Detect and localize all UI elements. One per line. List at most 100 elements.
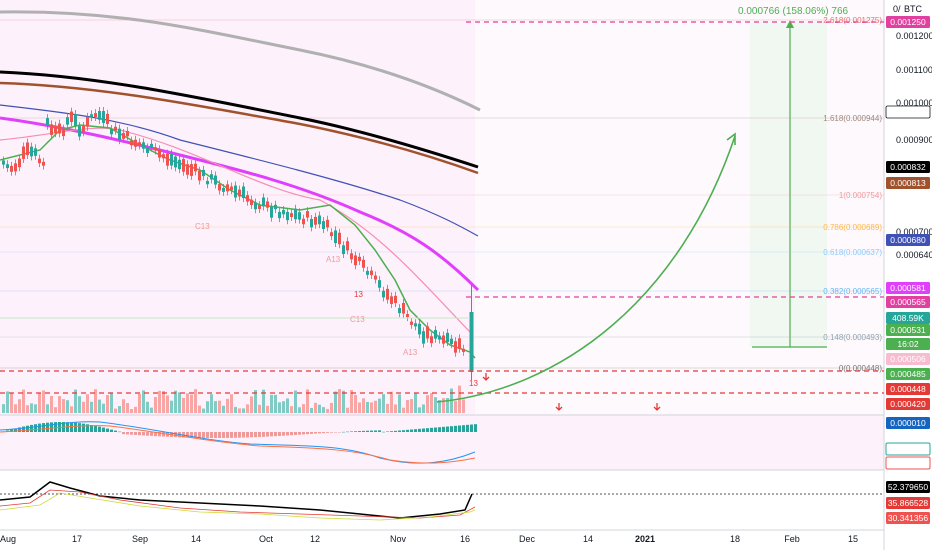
macd-bar bbox=[446, 426, 449, 432]
candle-body bbox=[46, 118, 49, 126]
time-tick-label: Oct bbox=[259, 534, 274, 544]
price-badge bbox=[886, 16, 930, 28]
macd-bar bbox=[42, 423, 45, 432]
volume-bar bbox=[138, 393, 141, 413]
count-label: C13 bbox=[350, 315, 365, 324]
candle-body bbox=[362, 259, 365, 268]
fib-level-label: 0.382(0.000565) bbox=[823, 287, 882, 296]
macd-badge-label: -0.000032 bbox=[889, 444, 928, 454]
pair-prefix: 0/ bbox=[893, 4, 901, 14]
macd-bar bbox=[414, 429, 417, 432]
price-badge-label: 0.000680 bbox=[890, 235, 926, 245]
volume-bar bbox=[358, 402, 361, 413]
candle-body bbox=[170, 153, 173, 166]
macd-bar bbox=[450, 426, 453, 432]
volume-bar bbox=[230, 394, 233, 413]
measure-box[interactable] bbox=[750, 22, 827, 347]
candle-body bbox=[238, 189, 241, 197]
candle-body bbox=[262, 197, 265, 207]
macd-bar bbox=[126, 432, 129, 435]
rsi-badge bbox=[886, 497, 930, 509]
macd-bar bbox=[186, 432, 189, 438]
macd-bar bbox=[346, 431, 349, 433]
candle-body bbox=[374, 275, 377, 280]
candle-body bbox=[398, 308, 401, 314]
candle-body bbox=[178, 159, 181, 170]
candle-body bbox=[166, 153, 169, 166]
candle-body bbox=[326, 219, 329, 228]
candle-body bbox=[322, 221, 325, 230]
count-label: 13 bbox=[469, 379, 478, 388]
macd-bar bbox=[430, 427, 433, 432]
volume-bar bbox=[410, 399, 413, 413]
candle-body bbox=[370, 270, 373, 276]
macd-bar bbox=[18, 427, 21, 432]
volume-bar bbox=[162, 391, 165, 413]
price-badge bbox=[886, 282, 930, 294]
measure-label: 0.000766 (158.06%) 766 bbox=[738, 6, 849, 17]
volume-bar bbox=[398, 394, 401, 413]
volume-bar bbox=[50, 395, 53, 413]
volume-bar bbox=[234, 406, 237, 413]
breakout-candle-body bbox=[469, 312, 474, 372]
macd-bar bbox=[398, 430, 401, 432]
candle-body bbox=[270, 206, 273, 218]
volume-bar bbox=[354, 394, 357, 413]
time-tick-label: 16 bbox=[460, 534, 470, 544]
macd-bar bbox=[402, 430, 405, 432]
volume-bar bbox=[82, 401, 85, 413]
volume-bar bbox=[318, 404, 321, 413]
volume-bar bbox=[310, 407, 313, 413]
volume-bar bbox=[286, 398, 289, 413]
macd-bar bbox=[190, 432, 193, 438]
volume-bar bbox=[86, 394, 89, 413]
measure-arrow-head bbox=[786, 20, 794, 28]
price-badge bbox=[886, 161, 930, 173]
candle-body bbox=[314, 216, 317, 225]
volume-bar bbox=[110, 392, 113, 413]
volume-bar bbox=[430, 393, 433, 413]
macd-bar bbox=[78, 423, 81, 432]
macd-badge bbox=[885, 456, 931, 470]
volume-bar bbox=[454, 401, 457, 413]
volume-bar bbox=[78, 396, 81, 413]
candle-body bbox=[266, 201, 269, 208]
volume-bar bbox=[150, 407, 153, 413]
macd-bar bbox=[254, 432, 257, 438]
candle-body bbox=[194, 163, 197, 172]
volume-bar bbox=[218, 400, 221, 413]
macd-bar bbox=[162, 432, 165, 437]
macd-bar bbox=[50, 422, 53, 432]
macd-bar bbox=[370, 430, 373, 432]
macd-bar bbox=[270, 432, 273, 437]
price-badge-label: 0.000531 bbox=[890, 325, 926, 335]
volume-bar bbox=[262, 389, 265, 413]
volume-bar bbox=[22, 389, 25, 413]
volume-bar bbox=[130, 408, 133, 413]
candle-body bbox=[58, 123, 61, 134]
macd-bar bbox=[34, 424, 37, 432]
price-badges: 0.001250 0.000980 0.000832 0.000813 0.000680… bbox=[885, 16, 931, 524]
macd-bar bbox=[310, 432, 313, 434]
time-tick-label: Sep bbox=[132, 534, 148, 544]
volume-bar bbox=[338, 389, 341, 413]
candle-body bbox=[222, 188, 225, 192]
macd-bar bbox=[122, 432, 125, 435]
candle-body bbox=[34, 148, 37, 156]
macd-bar bbox=[442, 426, 445, 432]
volume-bar bbox=[294, 390, 297, 413]
candle-body bbox=[390, 296, 393, 304]
volume-bar bbox=[186, 393, 189, 413]
candle-body bbox=[290, 213, 293, 218]
fib-level-label: 0.148(0.000493) bbox=[823, 333, 882, 342]
time-axis-ticks: Aug 17 Sep 14 Oct 12 Nov 16 Dec 14 2021 18 Feb 15 bbox=[0, 534, 858, 544]
ma-brown-line bbox=[0, 81, 479, 175]
projection-arrow[interactable] bbox=[436, 135, 736, 403]
price-badge-label: 0.000506 bbox=[890, 354, 926, 364]
macd-bar bbox=[262, 432, 265, 437]
candle-body bbox=[278, 211, 281, 219]
price-badge-label: 0.000420 bbox=[890, 399, 926, 409]
volume-bar bbox=[330, 402, 333, 413]
macd-bar bbox=[466, 424, 469, 432]
